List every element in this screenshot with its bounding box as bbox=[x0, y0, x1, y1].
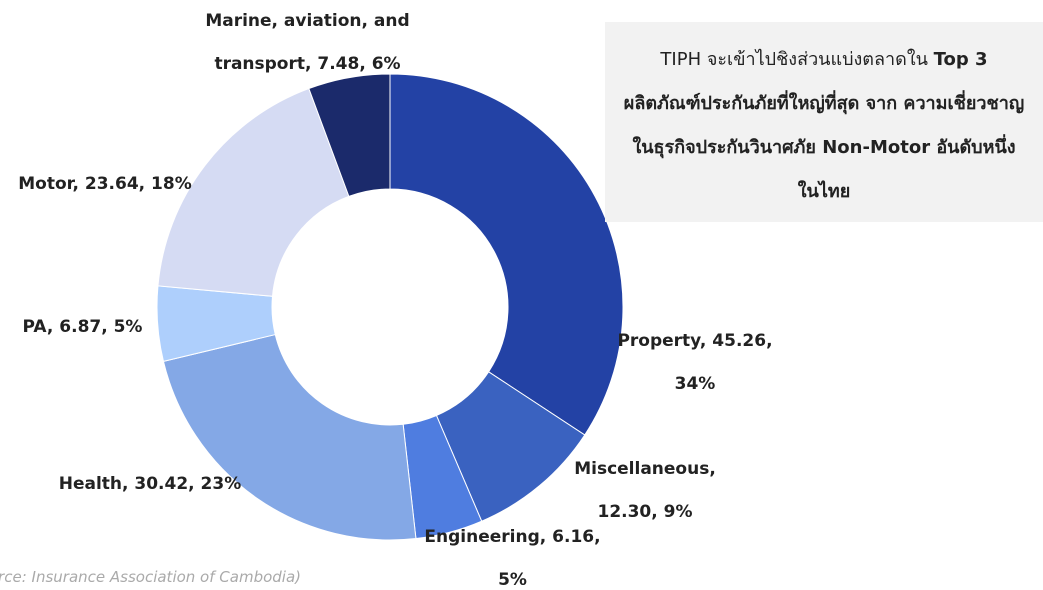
data-label: Property, 45.26, 34% bbox=[617, 331, 773, 394]
data-label: Marine, aviation, and transport, 7.48, 6… bbox=[205, 11, 410, 74]
annotation-box: TIPH จะเข้าไปชิงส่วนแบ่งตลาดใน Top 3 ผลิ… bbox=[605, 22, 1043, 222]
data-label: Health, 30.42, 23% bbox=[58, 474, 242, 494]
data-label: Miscellaneous, 12.30, 9% bbox=[574, 459, 716, 522]
data-label: PA, 6.87, 5% bbox=[22, 317, 143, 337]
data-label: Engineering, 6.16, 5% bbox=[424, 527, 601, 590]
donut-slice bbox=[157, 87, 350, 297]
donut-slice bbox=[389, 73, 624, 436]
data-label: Motor, 23.64, 18% bbox=[18, 174, 192, 194]
annotation-normal: TIPH จะเข้าไปชิงส่วนแบ่งตลาดใน bbox=[660, 49, 934, 70]
source: (Source: Insurance Association of Cambod… bbox=[0, 568, 301, 586]
donut-slice bbox=[162, 333, 417, 541]
annotation-bold: Top 3 ผลิตภัณฑ์ประกันภัยที่ใหญ่ที่สุด จา… bbox=[623, 49, 1025, 202]
donut-slice bbox=[308, 73, 391, 198]
